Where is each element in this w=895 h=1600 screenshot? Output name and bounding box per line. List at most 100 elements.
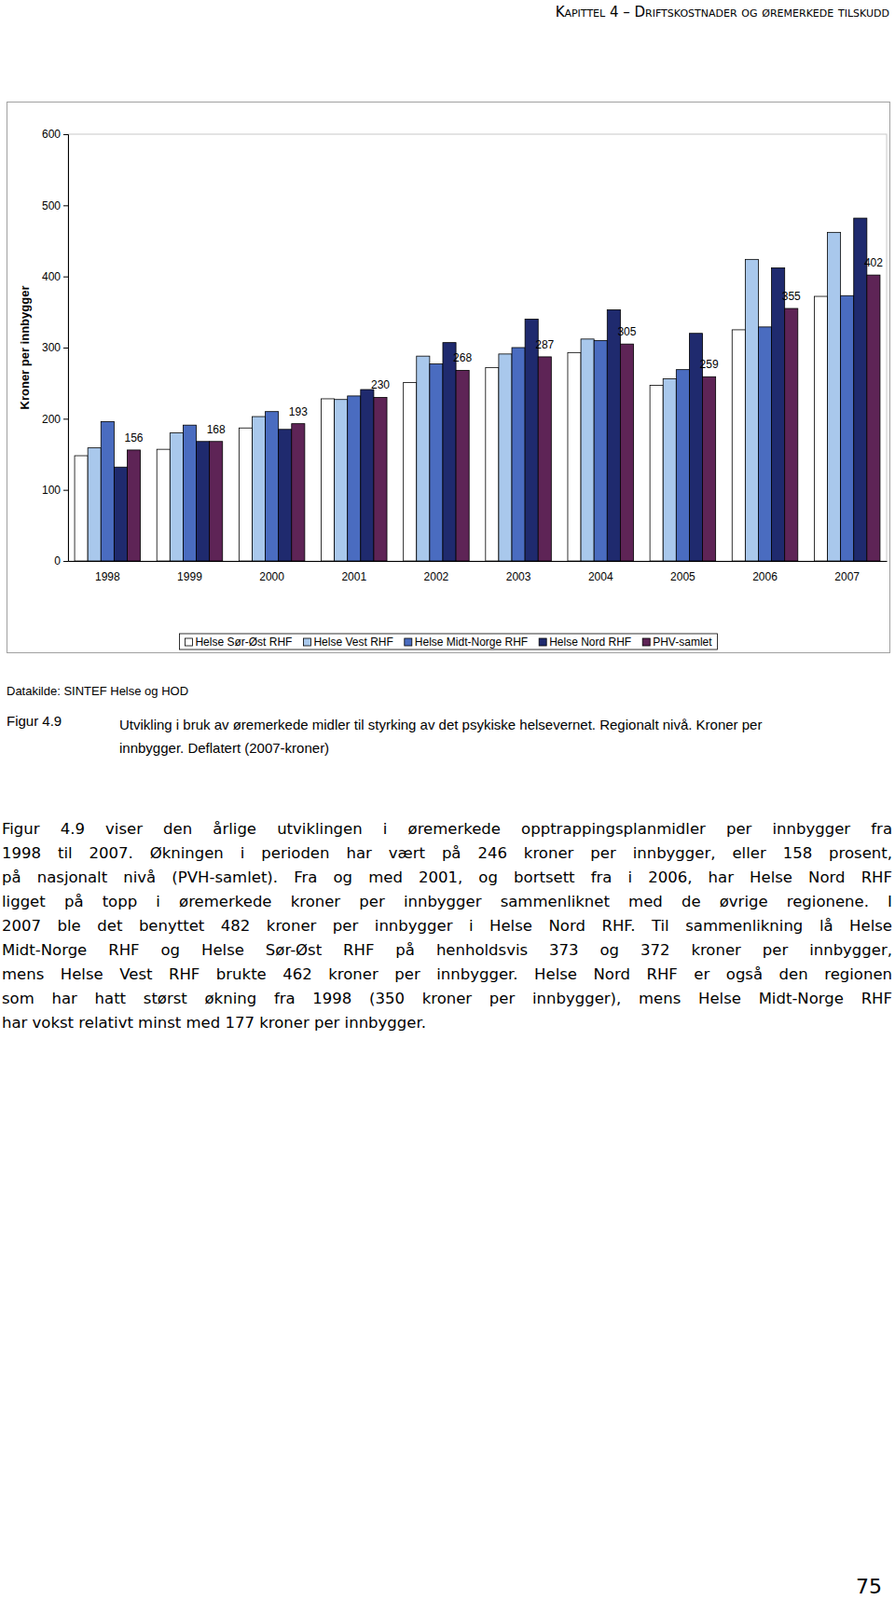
series [126, 275, 880, 562]
legend-swatch [184, 638, 193, 647]
bar [196, 441, 210, 562]
x-tick: 2003 [506, 561, 532, 584]
body-line: mens Helse Vest RHF brukte 462 kroner pe… [1, 963, 893, 988]
x-tick: 1998 [95, 561, 121, 584]
bar [113, 467, 127, 562]
legend-swatch [538, 638, 547, 647]
body-line: Figur 4.9 viser den årlige utviklingen i… [1, 817, 893, 842]
bar [360, 389, 374, 562]
y-axis-line [63, 135, 69, 563]
figure-caption: Utvikling i bruk av øremerkede midler ti… [119, 713, 884, 760]
x-tick: 2007 [834, 561, 860, 584]
bar [169, 433, 183, 562]
bar [731, 330, 745, 562]
page-number: 75 [855, 1575, 882, 1599]
x-axis-line [68, 561, 888, 563]
chart: 0 100 200 300 400 500 600 1998 1999 2000 2001 2002 2… [6, 101, 891, 654]
legend-item: Helse Midt-Norge RHF [404, 635, 528, 649]
plot-frame [68, 134, 887, 562]
bar [649, 385, 663, 562]
y-tick-mark [63, 205, 69, 207]
bar [580, 339, 594, 562]
bar [511, 347, 525, 562]
x-tick-label: 1998 [95, 570, 121, 584]
bar [784, 308, 799, 562]
bar [662, 379, 676, 562]
x-tick-label: 2006 [752, 570, 778, 584]
x-tick-label: 2003 [506, 570, 532, 584]
data-labels: 156168193230268287305259355402 [124, 256, 884, 445]
x-tick-label: 2001 [341, 570, 367, 584]
y-tick-label: 200 [41, 413, 61, 427]
x-tick: 2000 [259, 561, 285, 584]
bar [278, 429, 292, 562]
legend-item: PHV-samlet [642, 635, 713, 649]
legend-item: Helse Sør-Øst RHF [184, 635, 292, 649]
bar [209, 441, 223, 562]
series [113, 218, 867, 562]
bar [373, 397, 387, 562]
body-line: på nasjonalt nivå (PVH-samlet). Fra og m… [1, 866, 893, 891]
figure-label: Figur 4.9 [6, 713, 62, 730]
body-line: har vokst relativt minst med 177 kroner … [1, 1011, 893, 1036]
bar [87, 448, 101, 562]
bar [126, 450, 140, 562]
series [100, 295, 854, 562]
body-line: ligget på topp i øremerkede kroner per i… [1, 890, 893, 915]
x-tick-label: 2002 [424, 570, 450, 584]
legend-item: Helse Nord RHF [538, 635, 632, 649]
legend: Helse Sør-Øst RHF Helse Vest RHF Helse Mid… [179, 633, 717, 650]
data-label: 156 [124, 431, 144, 445]
x-tick-label: 1999 [177, 570, 203, 584]
bar [827, 232, 841, 562]
body-line: 1998 til 2007. Økningen i perioden har v… [1, 841, 893, 867]
legend-swatch [302, 638, 311, 647]
body-line: Midt-Norge RHF og Helse Sør-Øst RHF på h… [1, 938, 893, 964]
y-tick-mark [63, 347, 69, 349]
data-label: 402 [864, 256, 883, 270]
bar [100, 421, 114, 562]
y-tick: 600 [41, 127, 69, 141]
data-source: Datakilde: SINTEF Helse og HOD [6, 684, 189, 699]
y-tick-label: 0 [54, 554, 61, 568]
data-label: 287 [535, 338, 554, 352]
x-tick: 2006 [752, 561, 778, 584]
bar [524, 318, 538, 562]
bar [455, 370, 469, 562]
bar [498, 354, 512, 562]
legend-label: Helse Midt-Norge RHF [414, 635, 528, 649]
legend-frame [179, 633, 717, 650]
y-tick-mark [63, 561, 69, 563]
bar [403, 382, 417, 562]
bar [675, 370, 689, 562]
data-label: 168 [206, 423, 226, 437]
bar [606, 310, 620, 562]
y-tick: 300 [41, 341, 69, 355]
bars [74, 218, 881, 562]
page-header: Kapittel 4 – Driftskostnader og øremerke… [555, 3, 890, 21]
y-tick-label: 100 [41, 483, 61, 497]
x-tick-label: 2007 [834, 570, 860, 584]
y-tick-label: 600 [41, 127, 61, 141]
legend-label: PHV-samlet [652, 635, 713, 649]
y-tick-label: 400 [41, 270, 61, 284]
x-tick: 2001 [341, 561, 367, 584]
bar [537, 357, 551, 562]
x-tick: 2002 [424, 561, 450, 584]
plot: 0 100 200 300 400 500 600 1998 1999 2000 2001 2002 2… [41, 127, 888, 583]
y-tick-mark [63, 134, 69, 136]
y-tick-mark [63, 418, 69, 420]
legend-item: Helse Vest RHF [302, 635, 393, 649]
y-tick-label: 500 [41, 199, 61, 213]
bar [567, 352, 581, 562]
y-tick-mark [63, 490, 69, 492]
x-tick-label: 2004 [588, 570, 614, 584]
x-tick-label: 2000 [259, 570, 285, 584]
caption-line: Utvikling i bruk av øremerkede midler ti… [119, 713, 884, 737]
bar [291, 424, 305, 562]
legend-label: Helse Sør-Øst RHF [194, 635, 292, 649]
bar [593, 340, 607, 562]
y-axis: 0 100 200 300 400 500 600 [41, 127, 69, 568]
y-tick-mark [63, 276, 69, 278]
legend-label: Helse Vest RHF [313, 635, 393, 649]
